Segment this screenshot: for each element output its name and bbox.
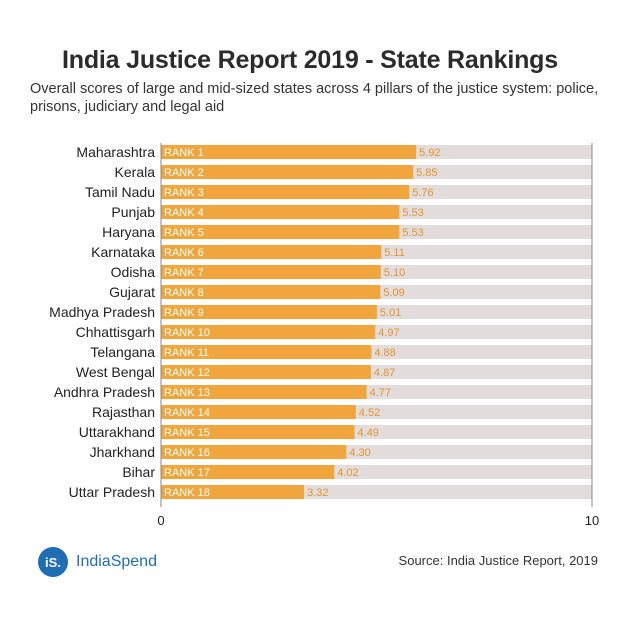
x-tick-label: 0 <box>157 513 164 528</box>
rank-label: RANK 6 <box>164 247 204 259</box>
bar <box>161 165 414 179</box>
category-label: Telangana <box>90 344 155 360</box>
category-label: Bihar <box>122 464 155 480</box>
rank-label: RANK 18 <box>164 487 210 499</box>
rank-label: RANK 14 <box>164 407 210 419</box>
rank-label: RANK 9 <box>164 307 204 319</box>
bar <box>161 445 347 459</box>
category-label: West Bengal <box>76 364 155 380</box>
category-label: Tamil Nadu <box>85 184 155 200</box>
value-label: 5.85 <box>416 167 437 179</box>
bar <box>161 385 367 399</box>
logo-text: IndiaSpend <box>76 553 157 570</box>
value-label: 4.77 <box>370 387 391 399</box>
value-label: 4.02 <box>337 467 358 479</box>
value-label: 5.11 <box>384 247 405 259</box>
bar <box>161 405 356 419</box>
value-label: 5.01 <box>380 307 401 319</box>
value-label: 4.97 <box>378 327 399 339</box>
chart-subtitle: Overall scores of large and mid-sized st… <box>30 81 599 115</box>
rank-label: RANK 12 <box>164 367 210 379</box>
bar <box>161 485 305 499</box>
bar <box>161 305 377 319</box>
rank-label: RANK 2 <box>164 167 204 179</box>
bar <box>161 185 410 199</box>
x-tick-label: 10 <box>585 513 599 528</box>
value-label: 4.30 <box>349 447 370 459</box>
value-label: 5.10 <box>384 267 405 279</box>
value-label: 4.52 <box>359 407 380 419</box>
category-label: Andhra Pradesh <box>54 384 155 400</box>
bar <box>161 325 376 339</box>
rank-label: RANK 16 <box>164 447 210 459</box>
bar <box>161 205 400 219</box>
logo-mark: iS. <box>38 547 68 577</box>
category-label: Maharashtra <box>76 144 155 160</box>
rank-label: RANK 11 <box>164 347 209 359</box>
rank-label: RANK 7 <box>164 267 204 279</box>
bar <box>161 345 372 359</box>
bar <box>161 225 400 239</box>
rank-label: RANK 15 <box>164 427 210 439</box>
bar <box>161 425 355 439</box>
rank-label: RANK 1 <box>164 147 204 159</box>
chart-title: India Justice Report 2019 - State Rankin… <box>62 46 558 74</box>
category-label: Punjab <box>111 204 155 220</box>
category-label: Jharkhand <box>90 444 155 460</box>
bar <box>161 245 382 259</box>
indiaspend-logo: iS. IndiaSpend <box>38 547 157 577</box>
bar <box>161 265 381 279</box>
category-label: Karnataka <box>91 244 155 260</box>
category-label: Haryana <box>102 224 155 240</box>
value-label: 5.53 <box>402 207 423 219</box>
value-label: 5.09 <box>383 287 404 299</box>
rank-label: RANK 10 <box>164 327 210 339</box>
category-label: Chhattisgarh <box>76 324 155 340</box>
value-label: 3.32 <box>307 487 328 499</box>
value-label: 5.53 <box>402 227 423 239</box>
value-label: 5.92 <box>419 147 440 159</box>
value-label: 4.87 <box>374 367 395 379</box>
value-label: 4.49 <box>358 427 379 439</box>
rank-label: RANK 4 <box>164 207 204 219</box>
rank-label: RANK 13 <box>164 387 210 399</box>
category-label: Gujarat <box>109 284 155 300</box>
category-label: Uttarakhand <box>79 424 155 440</box>
category-label: Madhya Pradesh <box>49 304 155 320</box>
bar <box>161 365 371 379</box>
rank-label: RANK 17 <box>164 467 210 479</box>
bar <box>161 145 417 159</box>
rank-label: RANK 8 <box>164 287 204 299</box>
bar <box>161 465 335 479</box>
bar <box>161 285 381 299</box>
rank-label: RANK 3 <box>164 187 204 199</box>
value-label: 4.88 <box>374 347 395 359</box>
rank-label: RANK 5 <box>164 227 204 239</box>
source-note: Source: India Justice Report, 2019 <box>398 553 598 568</box>
category-label: Rajasthan <box>92 404 155 420</box>
value-label: 5.76 <box>412 187 433 199</box>
category-label: Uttar Pradesh <box>69 484 155 500</box>
category-label: Kerala <box>115 164 156 180</box>
category-label: Odisha <box>111 264 156 280</box>
